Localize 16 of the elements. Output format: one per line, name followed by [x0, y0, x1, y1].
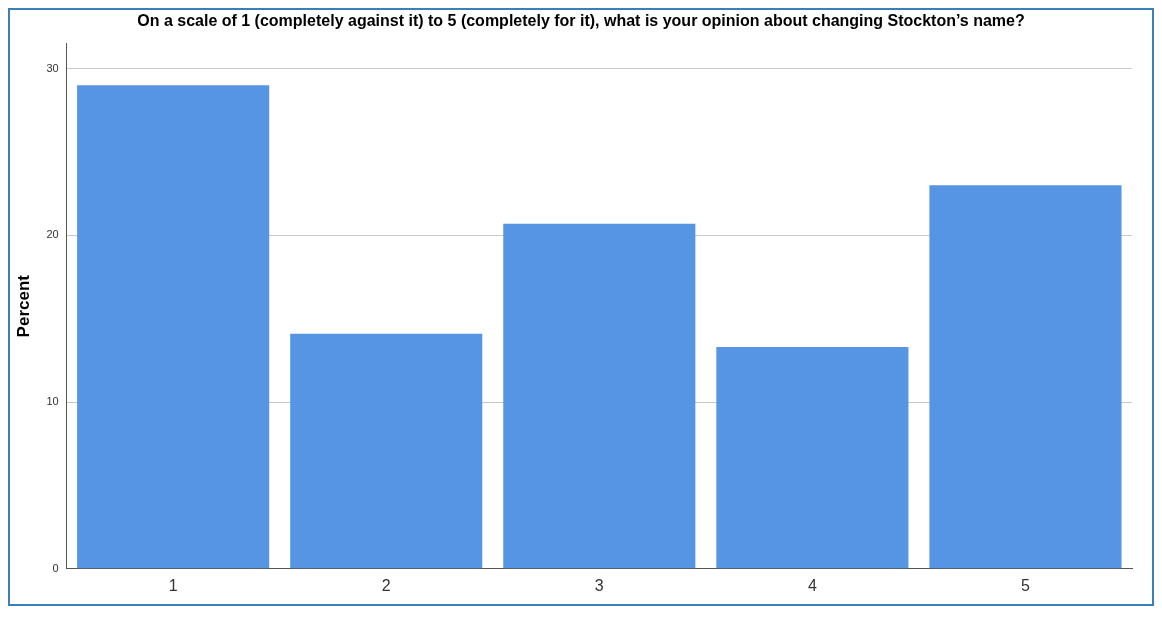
x-tick-label: 2	[381, 576, 391, 594]
bar	[77, 85, 270, 569]
bar	[503, 223, 696, 569]
y-tick-label: 30	[46, 61, 59, 74]
y-axis-title: Percent	[13, 274, 33, 338]
x-tick-label: 3	[594, 576, 604, 594]
chart-title: On a scale of 1 (completely against it) to 5 (completely for it), what is your opinion about changing Stockton’s name?	[136, 11, 1026, 29]
x-tick-label: 5	[1021, 576, 1031, 594]
bar	[716, 347, 909, 569]
x-tick-label: 1	[168, 576, 178, 594]
y-tick-label: 20	[46, 228, 59, 241]
bar	[929, 185, 1122, 569]
y-tick-label: 0	[52, 561, 59, 574]
x-tick-label: 4	[807, 576, 817, 594]
y-tick-label: 10	[46, 395, 59, 408]
bar	[290, 333, 483, 569]
